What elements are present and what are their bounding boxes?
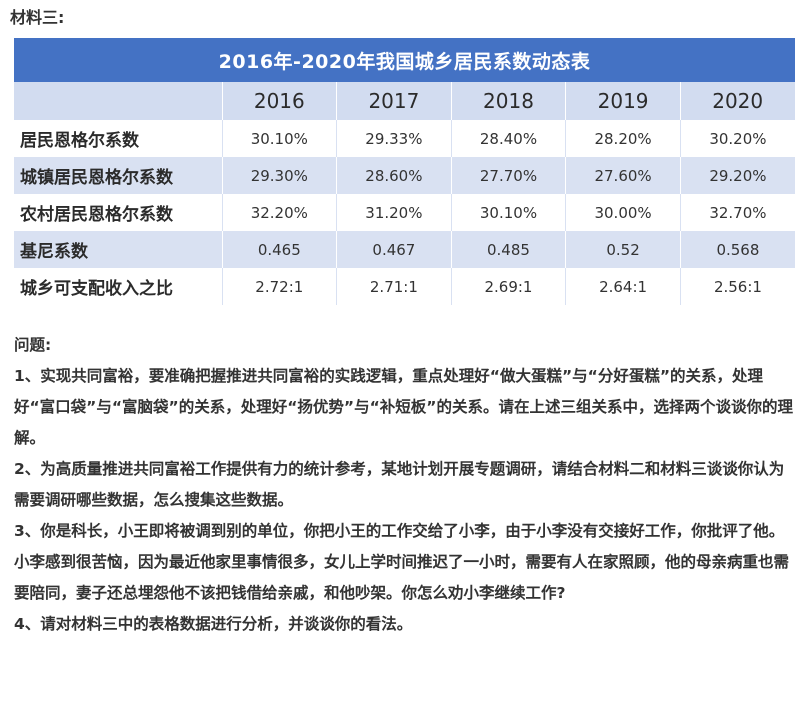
table-cell: 30.20% <box>680 120 795 157</box>
year-header: 2017 <box>336 82 452 120</box>
table-cell: 32.70% <box>680 194 795 231</box>
year-header: 2019 <box>565 82 681 120</box>
year-header: 2018 <box>451 82 567 120</box>
table-cell: 28.60% <box>336 157 452 194</box>
table-cell: 2.72:1 <box>222 268 338 305</box>
table-cell: 30.10% <box>451 194 567 231</box>
table-cell: 2.69:1 <box>451 268 567 305</box>
row-label: 居民恩格尔系数 <box>14 120 223 157</box>
table-cell: 30.10% <box>222 120 338 157</box>
table-cell: 2.56:1 <box>680 268 795 305</box>
table-cell: 0.485 <box>451 231 567 268</box>
questions-section: 问题: 1、实现共同富裕，要准确把握推进共同富裕的实践逻辑，重点处理好“做大蛋糕… <box>14 330 798 640</box>
questions-heading: 问题: <box>14 336 52 354</box>
year-header: 2020 <box>680 82 796 120</box>
table-cell: 30.00% <box>565 194 681 231</box>
row-label: 基尼系数 <box>14 231 223 268</box>
table-cell: 0.568 <box>680 231 795 268</box>
table-cell: 31.20% <box>336 194 452 231</box>
year-header: 2016 <box>222 82 338 120</box>
question-item: 4、请对材料三中的表格数据进行分析，并谈谈你的看法。 <box>14 615 413 633</box>
table-cell: 0.467 <box>336 231 452 268</box>
table-cell: 28.40% <box>451 120 567 157</box>
table-row: 居民恩格尔系数 30.10% 29.33% 28.40% 28.20% 30.2… <box>14 120 795 157</box>
row-label: 农村居民恩格尔系数 <box>14 194 223 231</box>
table-cell: 32.20% <box>222 194 338 231</box>
table-cell: 28.20% <box>565 120 681 157</box>
table-cell: 0.52 <box>565 231 681 268</box>
section-label: 材料三: <box>10 8 65 27</box>
table-cell: 2.71:1 <box>336 268 452 305</box>
table-title: 2016年-2020年我国城乡居民系数动态表 <box>14 38 795 82</box>
coefficient-table: 2016年-2020年我国城乡居民系数动态表 2016 2017 2018 20… <box>14 38 796 305</box>
table-cell: 27.70% <box>451 157 567 194</box>
table-cell: 2.64:1 <box>565 268 681 305</box>
table-row: 城乡可支配收入之比 2.72:1 2.71:1 2.69:1 2.64:1 2.… <box>14 268 795 305</box>
question-item: 2、为高质量推进共同富裕工作提供有力的统计参考，某地计划开展专题调研，请结合材料… <box>14 460 785 509</box>
table-cell: 27.60% <box>565 157 681 194</box>
table-row: 基尼系数 0.465 0.467 0.485 0.52 0.568 <box>14 231 795 268</box>
table-row: 城镇居民恩格尔系数 29.30% 28.60% 27.70% 27.60% 29… <box>14 157 795 194</box>
table-row: 农村居民恩格尔系数 32.20% 31.20% 30.10% 30.00% 32… <box>14 194 795 231</box>
row-label: 城镇居民恩格尔系数 <box>14 157 223 194</box>
question-item: 3、你是科长，小王即将被调到别的单位，你把小王的工作交给了小李，由于小李没有交接… <box>14 522 790 602</box>
row-label: 城乡可支配收入之比 <box>14 268 223 305</box>
table-cell: 0.465 <box>222 231 338 268</box>
table-cell: 29.33% <box>336 120 452 157</box>
table-cell: 29.20% <box>680 157 795 194</box>
table-cell: 29.30% <box>222 157 338 194</box>
question-item: 1、实现共同富裕，要准确把握推进共同富裕的实践逻辑，重点处理好“做大蛋糕”与“分… <box>14 367 793 447</box>
header-corner <box>14 82 223 120</box>
data-table-container: 2016年-2020年我国城乡居民系数动态表 2016 2017 2018 20… <box>14 38 796 305</box>
